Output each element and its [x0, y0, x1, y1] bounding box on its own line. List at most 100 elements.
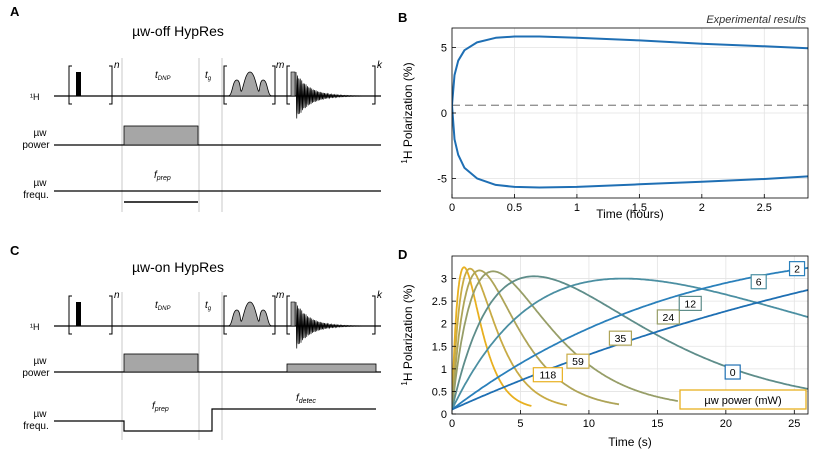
axis-ticks: 0 0.5 1 1.5 2 2.5 -5 0 5	[437, 43, 772, 214]
sequence-title: µw-off HypRes	[132, 23, 224, 39]
saturation-pulse	[76, 302, 81, 326]
sequence-title: µw-on HypRes	[132, 259, 224, 275]
panel-letter-d: D	[398, 247, 407, 262]
y-tick-label: 0	[441, 409, 447, 421]
series-label: 12	[684, 298, 696, 310]
loop-counter-n: n	[114, 290, 120, 301]
series-line-59	[452, 267, 568, 410]
series-label-box	[678, 295, 702, 311]
grid	[451, 28, 808, 198]
series-label: 118	[539, 370, 556, 382]
negative-polarization-line	[452, 105, 808, 189]
series-line-24	[452, 270, 678, 410]
series-label: 0	[730, 367, 736, 379]
series-label-box	[656, 309, 680, 325]
gaussian-pulse	[227, 301, 273, 327]
series-label-box	[608, 330, 633, 346]
x-tick-label: 0.5	[507, 202, 522, 214]
axis-ticks: 0 5 10 15 20 25 0 0.5 1 1.5 2 2.5 3	[432, 274, 801, 430]
y-tick-label: 3	[441, 274, 447, 286]
mw-power-label: µw power	[22, 356, 50, 379]
series-line-35	[452, 269, 620, 410]
read-pulse	[290, 301, 296, 327]
channel-label-1h: ¹H	[30, 322, 40, 332]
series-label-box	[532, 367, 563, 383]
chart-b: 0 0.5 1 1.5 2 2.5 -5 0 5 Experimental results Ti…	[400, 14, 809, 221]
saturation-pulse	[76, 72, 81, 96]
y-tick-label: 5	[441, 43, 447, 55]
y-axis-label: 1H Polarization (%)	[400, 284, 415, 385]
series-label-box	[566, 353, 590, 369]
mw-detection-box	[286, 363, 377, 373]
x-tick-label: 5	[517, 418, 523, 430]
loop-bracket-close	[372, 295, 376, 335]
loop-bracket-close	[372, 65, 376, 105]
series-line-6	[452, 277, 808, 410]
series-label: 35	[615, 333, 627, 345]
loop-bracket-open	[68, 295, 72, 335]
loop-counter-k: k	[377, 60, 383, 71]
series-label: 59	[572, 356, 584, 368]
fid-signal	[295, 71, 372, 119]
x-axis-label: Time (hours)	[596, 207, 664, 221]
mw-frequency-trace	[54, 408, 376, 432]
series-label-box	[788, 261, 806, 277]
loop-counter-n: n	[114, 60, 120, 71]
mw-frequency-label: µw frequ.	[23, 409, 49, 432]
series-labels: 118 59 35 24 12 6 2 0	[532, 261, 806, 383]
plot-frame	[451, 255, 809, 415]
x-tick-label: 10	[583, 418, 595, 430]
series-line-12	[452, 275, 808, 410]
t-g-label: tg	[205, 70, 212, 82]
legend-box	[679, 389, 807, 410]
legend-label: µw power (mW)	[704, 395, 781, 407]
t-dnp-label: tDNP	[155, 300, 170, 312]
mw-on-box	[123, 125, 199, 146]
y-tick-label: 2	[441, 319, 447, 331]
x-axis-label: Time (s)	[608, 435, 652, 449]
mw-power-label: µw power	[22, 128, 50, 151]
f-detec-label: fdetec	[296, 393, 316, 405]
loop-bracket-close	[272, 65, 276, 105]
loop-bracket-close	[272, 295, 276, 335]
positive-polarization-line	[452, 35, 808, 106]
loop-bracket-open	[286, 65, 290, 105]
y-tick-label: 2.5	[432, 296, 447, 308]
loop-bracket-close	[109, 65, 113, 105]
y-tick-label: 0.5	[432, 386, 447, 398]
pulse-sequence-c: µw-on HypRes ¹H n tDNP tg m k µw power µw…	[22, 259, 383, 440]
x-tick-label: 1	[574, 202, 580, 214]
x-tick-label: 0	[449, 418, 455, 430]
x-tick-label: 2.5	[757, 202, 772, 214]
x-tick-label: 15	[651, 418, 663, 430]
loop-bracket-open	[286, 295, 290, 335]
panel-letter-c: C	[10, 243, 20, 258]
chart-annotation: Experimental results	[706, 14, 806, 26]
gaussian-pulse	[227, 71, 273, 97]
read-pulse	[290, 71, 296, 97]
y-tick-label: 0	[441, 108, 447, 120]
y-tick-label: 1.5	[432, 341, 447, 353]
plot-area	[452, 35, 808, 189]
panel-letter-b: B	[398, 10, 407, 25]
mw-on-box	[123, 353, 199, 373]
y-tick-label: -5	[437, 173, 447, 185]
loop-counter-m: m	[276, 60, 284, 71]
series-label-box	[724, 364, 741, 380]
series-label: 6	[756, 277, 762, 289]
loop-bracket-open	[68, 65, 72, 105]
pulse-sequence-a: µw-off HypRes ¹H n tDNP tg m k µw power µ	[22, 23, 383, 212]
loop-counter-m: m	[276, 290, 284, 301]
mw-frequency-label: µw frequ.	[23, 178, 49, 201]
x-tick-label: 0	[449, 202, 455, 214]
series-label: 2	[794, 264, 800, 276]
channel-label-1h: ¹H	[30, 92, 40, 102]
x-tick-label: 2	[699, 202, 705, 214]
y-axis-label: 1H Polarization (%)	[400, 62, 415, 163]
t-dnp-label: tDNP	[155, 70, 170, 82]
x-tick-label: 1.5	[632, 202, 647, 214]
t-g-label: tg	[205, 300, 212, 312]
series-line-118	[452, 266, 532, 410]
loop-bracket-open	[223, 295, 227, 335]
